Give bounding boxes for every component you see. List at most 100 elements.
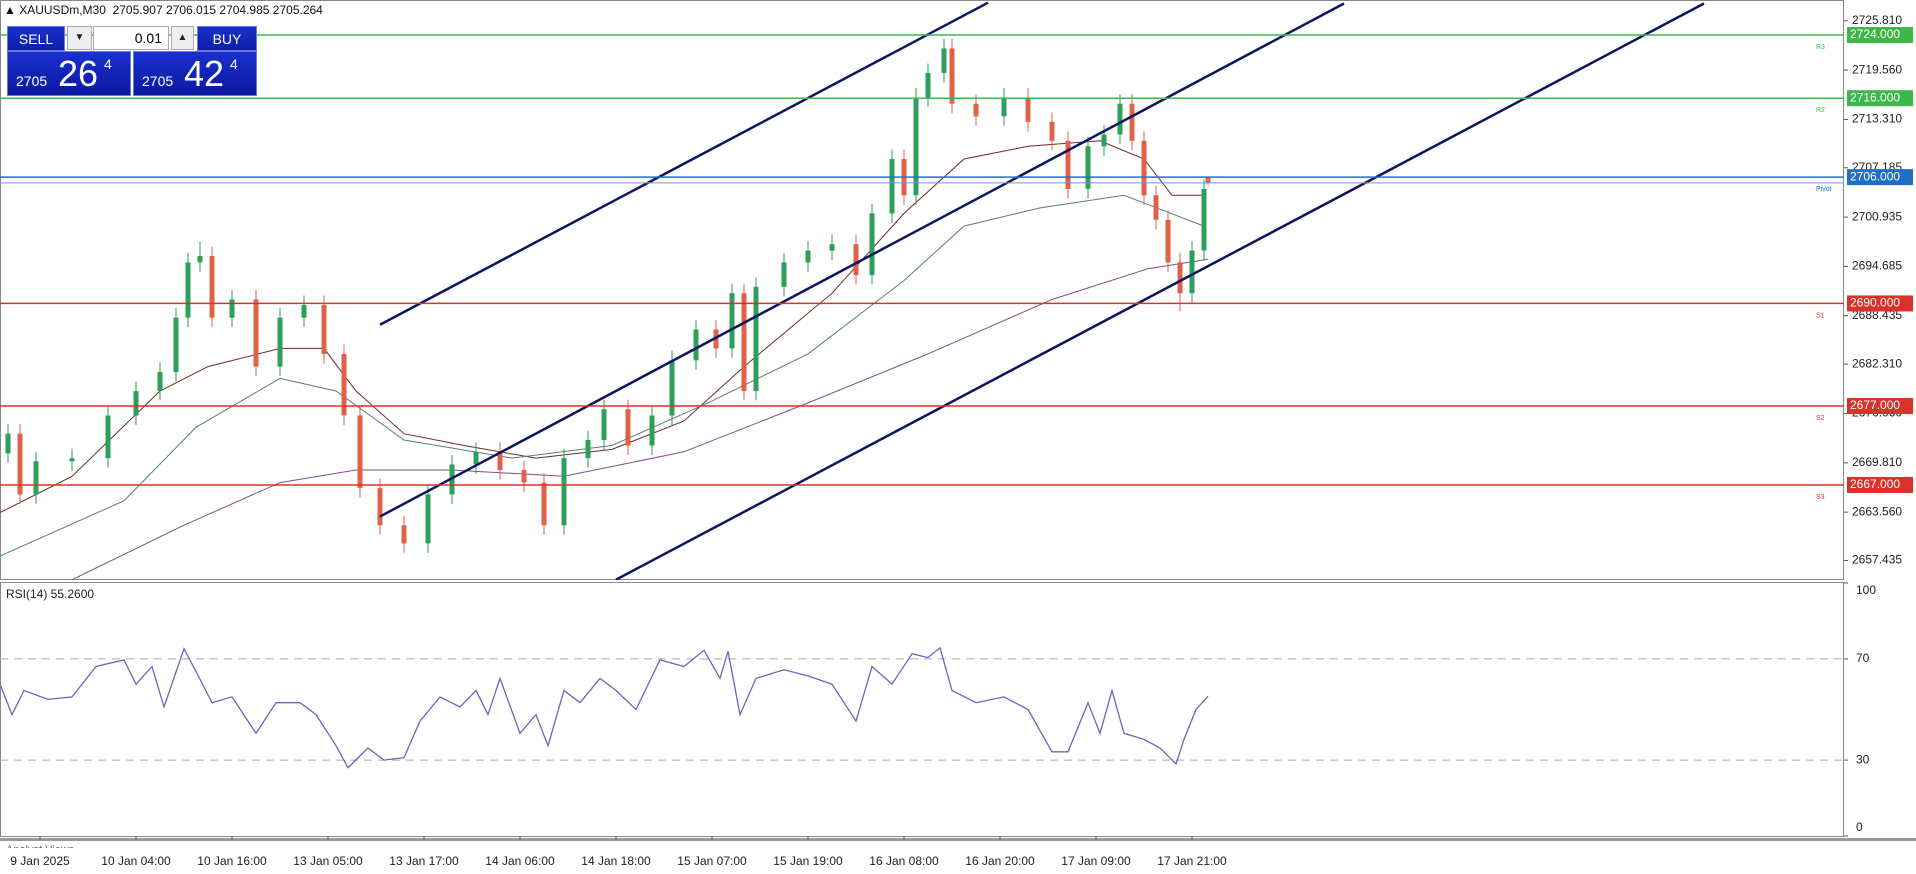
x-tick-label: 14 Jan 06:00 bbox=[485, 854, 555, 868]
y-tick-label: 70 bbox=[1856, 651, 1870, 665]
candle-body bbox=[1153, 195, 1159, 220]
sell-button[interactable]: SELL bbox=[7, 26, 65, 51]
level-price-label: 2716.000 bbox=[1850, 90, 1900, 104]
level-price-label: 2667.000 bbox=[1850, 477, 1900, 491]
candle-body bbox=[1189, 250, 1195, 294]
lot-decrease[interactable]: ▼ bbox=[67, 26, 92, 50]
price-panel-border bbox=[0, 0, 1844, 580]
candle-body bbox=[1201, 188, 1207, 251]
candle-body bbox=[741, 293, 747, 392]
candle-body bbox=[1085, 146, 1091, 189]
buy-price-big: 2705 bbox=[142, 73, 174, 89]
candle-body bbox=[949, 48, 955, 104]
candle-body bbox=[17, 433, 23, 495]
y-tick-label: 2688.435 bbox=[1852, 308, 1902, 322]
candle-body bbox=[889, 158, 895, 214]
candle-body bbox=[781, 262, 787, 287]
y-tick-label: 2657.435 bbox=[1852, 553, 1902, 567]
level-name: Pivot bbox=[1816, 186, 1832, 193]
candle-body bbox=[541, 482, 547, 526]
x-tick-label: 13 Jan 17:00 bbox=[389, 854, 459, 868]
x-tick-label: 15 Jan 07:00 bbox=[677, 854, 747, 868]
candle-body bbox=[669, 360, 675, 416]
level-name: S3 bbox=[1816, 494, 1825, 501]
level-price-label: 2706.000 bbox=[1850, 169, 1900, 183]
x-tick-label: 17 Jan 21:00 bbox=[1157, 854, 1227, 868]
rsi-line bbox=[0, 646, 1209, 769]
candle-body bbox=[625, 409, 631, 446]
candle-body bbox=[1177, 262, 1183, 294]
sell-price[interactable]: 2705 26 4 bbox=[7, 51, 131, 96]
x-tick-label: 10 Jan 16:00 bbox=[197, 854, 267, 868]
level-price-box bbox=[1847, 295, 1913, 312]
x-tick-label: 9 Jan 2025 bbox=[10, 854, 70, 868]
analyst-views-tab[interactable]: Analyst Views bbox=[6, 840, 74, 848]
level-price-box bbox=[1847, 27, 1913, 44]
y-tick-label: 2694.685 bbox=[1852, 259, 1902, 273]
buy-price-pip: 4 bbox=[230, 56, 238, 72]
moving-average bbox=[0, 140, 1204, 514]
candle-body bbox=[1129, 103, 1135, 141]
candle-body bbox=[649, 415, 655, 446]
x-tick-label: 16 Jan 20:00 bbox=[965, 854, 1035, 868]
x-tick-label: 15 Jan 19:00 bbox=[773, 854, 843, 868]
lot-input[interactable]: 0.01 bbox=[93, 26, 169, 50]
candle-body bbox=[561, 458, 567, 526]
lot-increase[interactable]: ▲ bbox=[171, 26, 194, 50]
candle-body bbox=[829, 244, 835, 251]
ohlc-low: 2704.985 bbox=[219, 3, 270, 17]
y-tick-label: 2700.935 bbox=[1852, 209, 1902, 223]
y-tick-label: 0 bbox=[1856, 820, 1863, 834]
moving-average bbox=[0, 194, 1205, 557]
panel-separator bbox=[0, 838, 1916, 841]
candle-body bbox=[1049, 121, 1055, 141]
ohlc-high: 2706.015 bbox=[165, 3, 217, 17]
buy-button[interactable]: BUY bbox=[197, 26, 257, 51]
x-tick-label: 14 Jan 18:00 bbox=[581, 854, 651, 868]
symbol-header: ▲ XAUUSDm,M30 2705.907 2706.015 2704.985… bbox=[4, 3, 323, 17]
candle-body bbox=[197, 256, 203, 263]
candle-body bbox=[229, 299, 235, 318]
level-price-label: 2724.000 bbox=[1850, 27, 1900, 41]
candle-body bbox=[1205, 177, 1211, 183]
level-price-label: 2690.000 bbox=[1850, 296, 1900, 310]
candle-body bbox=[1065, 140, 1071, 189]
y-tick-label: 2725.810 bbox=[1852, 13, 1902, 27]
ohlc-close: 2705.264 bbox=[272, 3, 323, 17]
candle-body bbox=[1165, 219, 1171, 263]
level-price-label: 2677.000 bbox=[1850, 398, 1900, 412]
candle-body bbox=[1141, 140, 1147, 196]
candle-body bbox=[973, 103, 979, 117]
candle-body bbox=[301, 304, 307, 318]
candle-body bbox=[33, 461, 39, 495]
rsi-panel-border bbox=[0, 582, 1844, 837]
level-price-box bbox=[1847, 476, 1913, 493]
candle-body bbox=[425, 494, 431, 544]
candle-body bbox=[341, 353, 347, 416]
candle-body bbox=[173, 317, 179, 373]
candle-body bbox=[473, 451, 479, 465]
y-tick-label: 2663.560 bbox=[1852, 504, 1902, 518]
candle-body bbox=[869, 213, 875, 276]
symbol: XAUUSDm,M30 bbox=[19, 3, 106, 17]
level-price-box bbox=[1847, 169, 1913, 186]
candle-body bbox=[357, 415, 363, 489]
buy-price[interactable]: 2705 42 4 bbox=[133, 51, 257, 96]
y-tick-label: 2719.560 bbox=[1852, 62, 1902, 76]
candle-body bbox=[521, 469, 527, 483]
rsi-title: RSI(14) 55.2600 bbox=[6, 587, 94, 601]
candle-body bbox=[157, 372, 163, 392]
candle-body bbox=[105, 415, 111, 459]
candle-body bbox=[209, 256, 215, 318]
y-tick-label: 100 bbox=[1856, 583, 1876, 597]
candle-body bbox=[133, 391, 139, 416]
candle-body bbox=[729, 293, 735, 349]
level-name: R3 bbox=[1816, 44, 1825, 51]
sell-price-big: 2705 bbox=[16, 73, 48, 89]
y-tick-label: 2669.810 bbox=[1852, 455, 1902, 469]
level-name: R2 bbox=[1816, 107, 1825, 114]
price-plot bbox=[0, 1, 1705, 580]
trendline bbox=[379, 2, 1345, 518]
